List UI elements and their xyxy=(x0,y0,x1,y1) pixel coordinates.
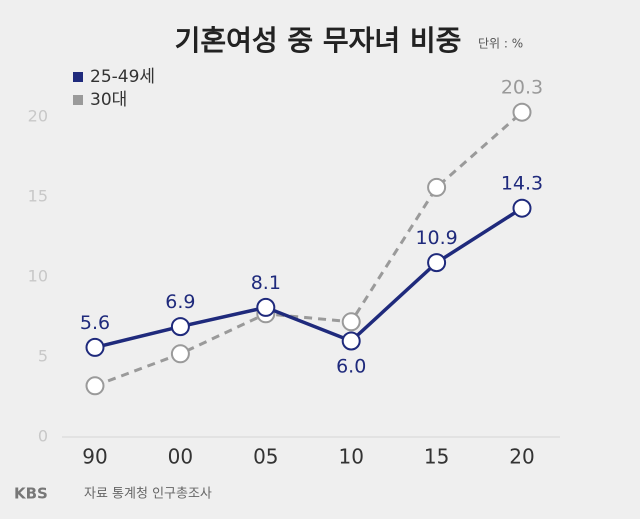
x-tick-label: 20 xyxy=(509,445,534,469)
logo: KBS xyxy=(14,485,48,503)
x-tick-label: 90 xyxy=(82,445,107,469)
x-tick-label: 00 xyxy=(168,445,193,469)
legend-swatch xyxy=(73,72,83,82)
y-tick-label: 0 xyxy=(38,427,48,446)
value-label: 14.3 xyxy=(501,173,543,195)
value-label: 6.0 xyxy=(336,356,366,378)
value-label: 10.9 xyxy=(415,227,457,249)
data-point xyxy=(170,344,190,364)
x-tick-label: 10 xyxy=(338,445,363,469)
value-label: 20.3 xyxy=(501,77,543,99)
unit-label: 단위 : % xyxy=(478,37,523,51)
y-tick-label: 15 xyxy=(28,187,48,206)
data-point xyxy=(341,312,361,332)
data-point xyxy=(512,198,532,218)
y-tick-label: 20 xyxy=(28,107,48,126)
data-point xyxy=(427,253,447,273)
series-line xyxy=(94,111,523,388)
x-tick-label: 15 xyxy=(424,445,449,469)
legend-label: 30대 xyxy=(90,90,127,110)
data-point xyxy=(85,337,105,357)
source: 자료 통계청 인구총조사 xyxy=(84,487,212,502)
value-label: 5.6 xyxy=(80,312,110,334)
value-label: 8.1 xyxy=(251,272,281,294)
data-point xyxy=(85,376,105,396)
x-tick-label: 05 xyxy=(253,445,278,469)
data-point xyxy=(427,177,447,197)
data-point xyxy=(170,317,190,337)
value-label: 6.9 xyxy=(165,291,195,313)
data-point xyxy=(512,102,532,122)
chart-title: 기혼여성 중 무자녀 비중 xyxy=(175,24,462,57)
legend-swatch xyxy=(73,95,83,105)
data-point xyxy=(341,331,361,351)
data-point xyxy=(256,297,276,317)
series-line xyxy=(94,206,523,350)
y-tick-label: 10 xyxy=(28,267,48,286)
y-tick-label: 5 xyxy=(38,347,48,366)
legend-label: 25-49세 xyxy=(90,67,155,87)
